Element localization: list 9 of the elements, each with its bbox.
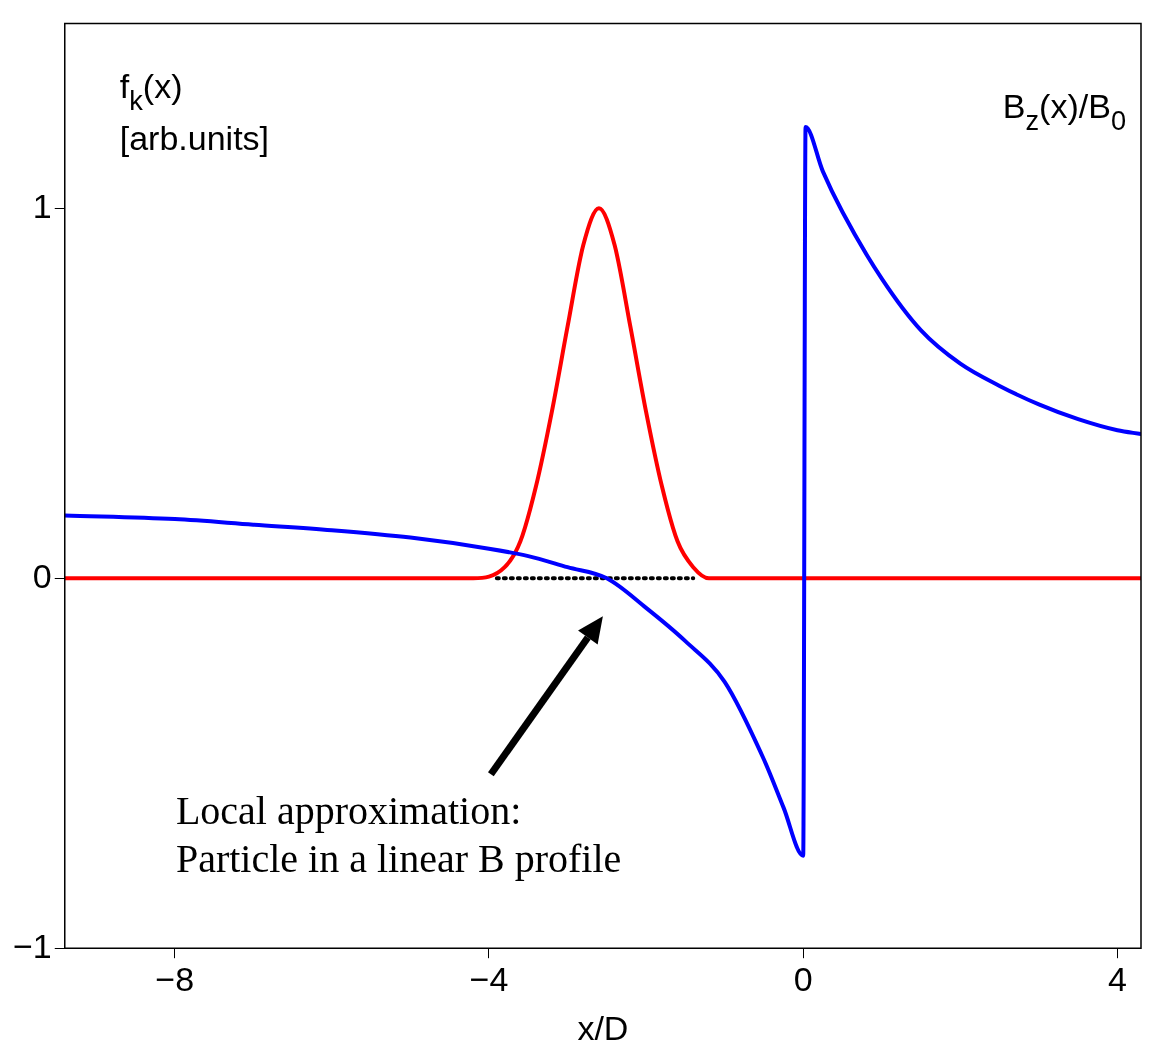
y-tick-label: −1	[13, 926, 52, 965]
x-tick-label: 0	[793, 959, 813, 998]
y-tick-label: 1	[32, 186, 52, 225]
x-tick-label: −4	[469, 959, 509, 998]
y-tick-label: 0	[32, 556, 52, 595]
x-axis-title: x/D	[577, 1008, 629, 1047]
x-tick-label: 4	[1107, 959, 1127, 998]
x-tick-label: −8	[155, 959, 195, 998]
annotation: Local approximation: Particle in a linear B profile	[175, 788, 622, 882]
